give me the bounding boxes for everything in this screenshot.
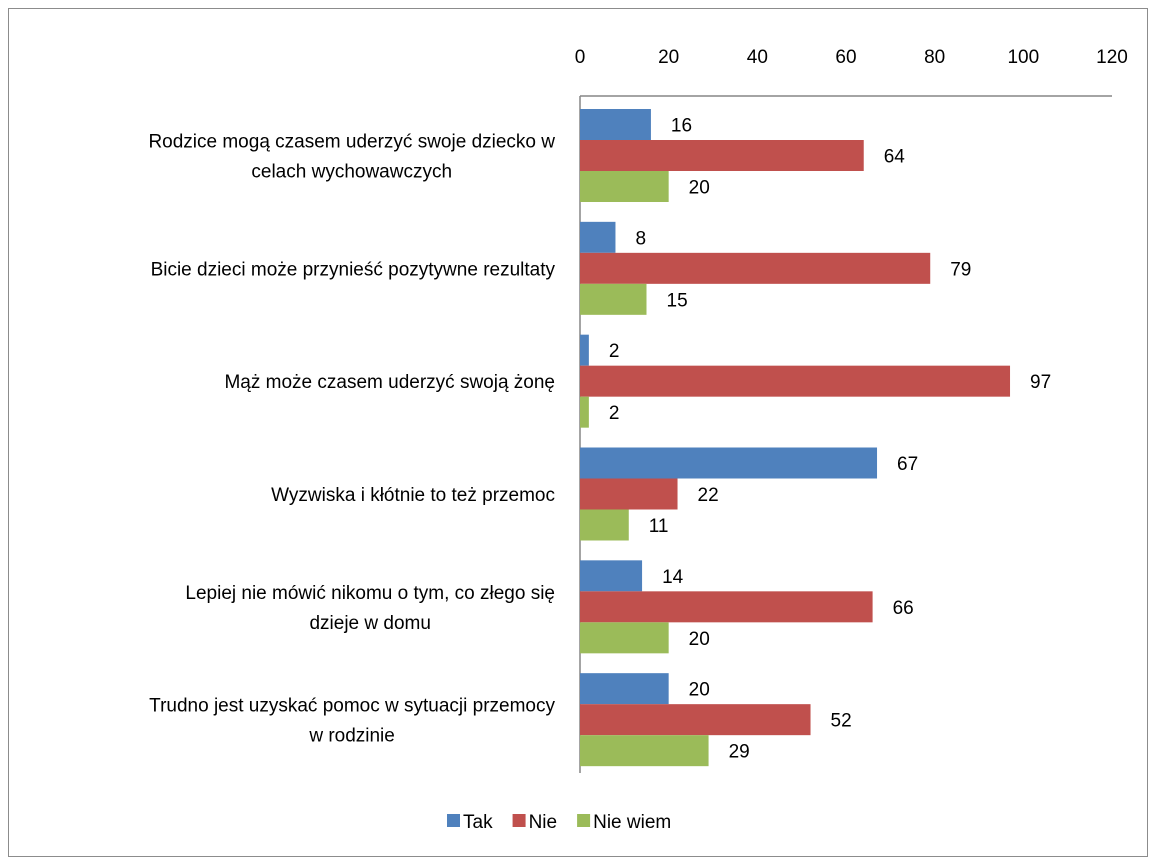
data-label-nie: 79 (950, 259, 971, 280)
data-label-nie: 97 (1030, 372, 1051, 393)
category-label-line: dzieje w domu (309, 613, 430, 634)
data-label-nie-wiem: 15 (667, 290, 688, 311)
legend-label-tak: Tak (463, 812, 493, 833)
x-tick-label: 120 (1096, 47, 1128, 68)
category-label-line: Trudno jest uzyskać pomoc w sytuacji prz… (149, 696, 555, 717)
bar-nie-wiem (580, 735, 709, 767)
x-tick-label: 100 (1007, 47, 1039, 68)
category-label-line: Wyzwiska i kłótnie to też przemoc (271, 485, 555, 506)
data-label-nie-wiem: 11 (649, 516, 669, 537)
category-label-line: Bicie dzieci może przynieść pozytywne re… (151, 259, 556, 280)
bar-tak (580, 334, 589, 366)
legend-swatch-nie (512, 814, 526, 827)
data-label-nie: 66 (893, 598, 914, 619)
legend-swatch-nie-wiem (577, 814, 591, 827)
data-label-nie-wiem: 20 (689, 629, 710, 650)
category-label: Wyzwiska i kłótnie to też przemoc (271, 485, 555, 506)
x-tick-label: 20 (658, 47, 679, 68)
legend-label-nie-wiem: Nie wiem (593, 812, 671, 833)
bar-nie (580, 252, 931, 284)
category-label: Mąż może czasem uderzyć swoją żonę (224, 372, 555, 393)
bar-tak (580, 673, 669, 705)
data-label-tak: 8 (635, 228, 646, 249)
bar-nie-wiem (580, 509, 629, 541)
data-label-tak: 2 (609, 341, 620, 362)
category-label-line: w rodzinie (308, 726, 395, 747)
category-label-line: Lepiej nie mówić nikomu o tym, co złego … (185, 583, 555, 604)
x-tick-label: 0 (575, 47, 586, 68)
bar-nie (580, 478, 678, 510)
bar-nie (580, 591, 873, 623)
x-tick-label: 60 (835, 47, 856, 68)
bar-tak (580, 221, 616, 253)
data-label-nie: 64 (884, 147, 906, 168)
legend-swatch-tak (447, 814, 460, 827)
bar-nie-wiem (580, 622, 669, 654)
category-label-line: celach wychowawczych (251, 162, 452, 183)
data-label-tak: 14 (662, 567, 684, 588)
bar-nie (580, 365, 1011, 397)
bar-nie (580, 140, 864, 171)
data-label-nie-wiem: 29 (729, 742, 750, 763)
bar-tak (580, 447, 878, 479)
data-label-nie: 22 (698, 485, 719, 506)
chart-frame (8, 8, 1148, 857)
category-label: Bicie dzieci może przynieść pozytywne re… (151, 259, 556, 280)
data-label-nie-wiem: 20 (689, 178, 710, 199)
data-label-tak: 20 (689, 680, 710, 701)
bar-nie-wiem (580, 171, 669, 202)
bar-tak (580, 109, 651, 140)
bar-nie-wiem (580, 283, 647, 315)
x-tick-label: 80 (924, 47, 945, 68)
category-label: Rodzice mogą czasem uderzyć swoje dzieck… (148, 132, 555, 183)
data-label-nie-wiem: 2 (609, 403, 620, 424)
category-label-line: Rodzice mogą czasem uderzyć swoje dzieck… (148, 132, 555, 153)
legend-label-nie: Nie (529, 812, 558, 833)
bar-nie-wiem (580, 396, 589, 428)
category-label: Trudno jest uzyskać pomoc w sytuacji prz… (149, 696, 555, 747)
data-label-tak: 16 (671, 116, 692, 137)
x-tick-label: 40 (747, 47, 768, 68)
category-label: Lepiej nie mówić nikomu o tym, co złego … (185, 583, 555, 634)
category-label-line: Mąż może czasem uderzyć swoją żonę (224, 372, 555, 393)
data-label-nie: 52 (831, 711, 852, 732)
bar-nie (580, 704, 811, 736)
data-label-tak: 67 (897, 454, 918, 475)
bar-tak (580, 560, 643, 592)
